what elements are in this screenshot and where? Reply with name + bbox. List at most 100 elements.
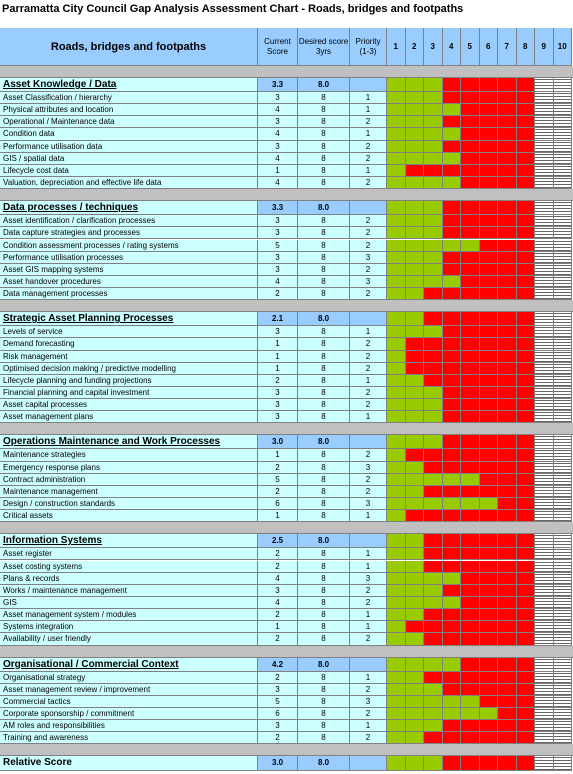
- level-cell: [479, 756, 498, 772]
- section-desired: 8.0: [298, 657, 350, 672]
- level-cell: [479, 104, 498, 117]
- level-cell: [516, 411, 535, 424]
- level-cell: [535, 251, 554, 264]
- level-cell: [553, 732, 572, 745]
- header-label: Roads, bridges and footpaths: [0, 28, 258, 66]
- level-cell: [405, 572, 424, 585]
- level-cell: [535, 534, 554, 549]
- level-cell: [553, 560, 572, 573]
- level-cell: [461, 657, 480, 672]
- level-cell: [535, 621, 554, 634]
- level-cell: [387, 201, 406, 216]
- row-desired: 8: [298, 116, 350, 129]
- level-cell: [479, 461, 498, 474]
- level-cell: [387, 449, 406, 462]
- row-priority: 1: [350, 326, 387, 339]
- level-cell: [553, 473, 572, 486]
- level-cell: [498, 399, 517, 412]
- level-cell: [535, 387, 554, 400]
- level-cell: [442, 473, 461, 486]
- row-priority: 2: [350, 152, 387, 165]
- level-cell: [535, 633, 554, 646]
- level-cell: [442, 116, 461, 129]
- level-cell: [516, 104, 535, 117]
- level-cell: [461, 572, 480, 585]
- level-cell: [553, 621, 572, 634]
- level-cell: [553, 596, 572, 610]
- row-priority: 2: [350, 596, 387, 610]
- level-cell: [405, 435, 424, 450]
- level-cell: [442, 128, 461, 141]
- level-cell: [405, 449, 424, 462]
- relative-priority: [350, 756, 387, 772]
- row-label: Asset GIS mapping systems: [0, 263, 258, 276]
- row-priority: 2: [350, 584, 387, 597]
- level-cell: [535, 708, 554, 721]
- level-cell: [535, 201, 554, 216]
- level-cell: [405, 215, 424, 228]
- level-cell: [387, 177, 406, 190]
- level-cell: [553, 461, 572, 474]
- level-cell: [405, 152, 424, 165]
- level-cell: [535, 683, 554, 696]
- row-current: 1: [258, 510, 298, 523]
- section-current: 3.3: [258, 78, 298, 92]
- row-priority: 1: [350, 92, 387, 105]
- level-cell: [424, 548, 443, 561]
- row-priority: 1: [350, 510, 387, 523]
- row-current: 4: [258, 128, 298, 141]
- row-desired: 8: [298, 152, 350, 165]
- level-cell: [498, 227, 517, 240]
- level-cell: [479, 263, 498, 276]
- level-cell: [553, 609, 572, 622]
- level-cell: [498, 596, 517, 610]
- level-cell: [387, 215, 406, 228]
- level-cell: [387, 92, 406, 105]
- row-priority: 2: [350, 708, 387, 721]
- row-desired: 8: [298, 411, 350, 424]
- level-cell: [424, 104, 443, 117]
- level-cell: [387, 756, 406, 772]
- level-cell: [516, 671, 535, 684]
- level-cell: [516, 708, 535, 721]
- level-cell: [461, 485, 480, 499]
- level-cell: [424, 312, 443, 327]
- row-label: Asset management system / modules: [0, 609, 258, 622]
- level-cell: [535, 128, 554, 141]
- header-current: Current Score: [258, 28, 298, 66]
- level-cell: [424, 128, 443, 141]
- level-cell: [387, 239, 406, 252]
- level-cell: [535, 657, 554, 672]
- level-cell: [424, 671, 443, 684]
- row-desired: 8: [298, 695, 350, 708]
- level-cell: [479, 92, 498, 105]
- level-cell: [516, 560, 535, 573]
- row-current: 3: [258, 116, 298, 129]
- level-cell: [535, 78, 554, 92]
- row-current: 5: [258, 239, 298, 252]
- level-cell: [535, 399, 554, 412]
- level-cell: [461, 374, 480, 387]
- row-priority: 1: [350, 720, 387, 733]
- level-cell: [461, 621, 480, 634]
- level-cell: [535, 104, 554, 117]
- level-cell: [535, 695, 554, 708]
- level-cell: [479, 399, 498, 412]
- level-cell: [405, 633, 424, 646]
- level-cell: [405, 732, 424, 745]
- level-cell: [442, 411, 461, 424]
- level-cell: [442, 326, 461, 339]
- level-cell: [442, 485, 461, 499]
- level-cell: [405, 362, 424, 375]
- level-cell: [516, 756, 535, 772]
- level-cell: [553, 548, 572, 561]
- level-cell: [442, 164, 461, 178]
- level-cell: [387, 510, 406, 523]
- level-cell: [553, 708, 572, 721]
- level-cell: [424, 387, 443, 400]
- row-label: Lifecycle cost data: [0, 164, 258, 178]
- level-cell: [405, 251, 424, 264]
- level-cell: [498, 140, 517, 153]
- row-label: Availability / user friendly: [0, 633, 258, 646]
- level-cell: [535, 326, 554, 339]
